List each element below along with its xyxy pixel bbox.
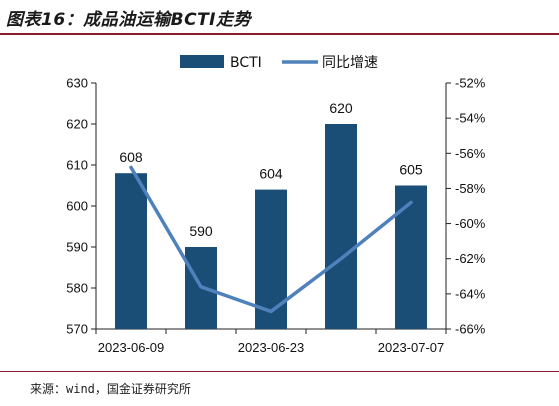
right-tick-label: -52% [455, 76, 486, 91]
legend-swatch-bcti [180, 55, 224, 68]
footer-divider [0, 371, 559, 372]
left-tick-label: 580 [66, 281, 88, 296]
x-tick-label: 2023-06-09 [98, 340, 165, 355]
bar-bcti [115, 173, 147, 329]
right-tick-label: -62% [455, 251, 486, 266]
bar-bcti [255, 189, 287, 329]
right-tick-label: -64% [455, 286, 486, 301]
right-tick-label: -66% [455, 322, 486, 337]
source-note: 来源：wind，国金证券研究所 [30, 382, 191, 396]
title-divider [0, 33, 559, 35]
figure-title: 图表16：成品油运输BCTI走势 [6, 10, 252, 30]
bar-data-label: 605 [399, 162, 423, 178]
line-yoy-growth [129, 165, 413, 314]
chart-area: 570 580 590 600 610 620 630 -66% -64% -62% -60% -58… [66, 55, 486, 355]
legend-label-bcti: BCTI [230, 55, 262, 71]
x-tick-label: 2023-06-23 [238, 340, 305, 355]
right-tick-label: -56% [455, 146, 486, 161]
right-tick-label: -54% [455, 111, 486, 126]
bar-bcti [325, 124, 357, 329]
bar-data-label: 590 [189, 223, 213, 239]
left-tick-label: 630 [66, 76, 88, 91]
left-tick-label: 590 [66, 240, 88, 255]
left-tick-label: 600 [66, 199, 88, 214]
left-tick-label: 620 [66, 117, 88, 132]
right-tick-label: -58% [455, 181, 486, 196]
bar-bcti [395, 185, 427, 329]
legend-label-yoy: 同比增速 [322, 55, 378, 71]
x-tick-label: 2023-07-07 [378, 340, 445, 355]
left-tick-label: 570 [66, 322, 88, 337]
left-tick-label: 610 [66, 158, 88, 173]
bar-data-label: 604 [259, 166, 283, 182]
bar-data-label: 620 [329, 100, 353, 116]
bar-data-label: 608 [119, 149, 143, 165]
right-tick-label: -60% [455, 216, 486, 231]
